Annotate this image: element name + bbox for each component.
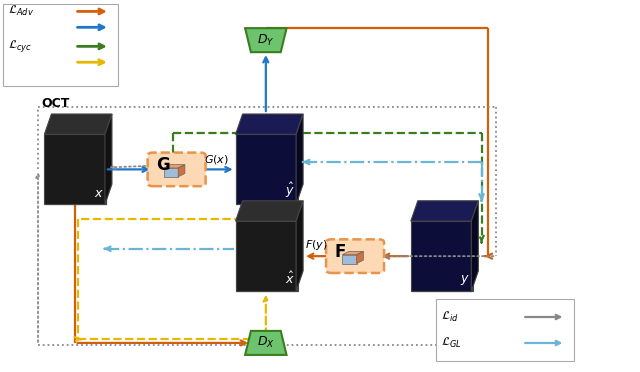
Text: G: G [156,156,170,174]
FancyBboxPatch shape [412,221,473,291]
Text: $x$: $x$ [94,187,104,200]
Text: $G(x)$: $G(x)$ [204,153,228,166]
Text: $F(y)$: $F(y)$ [305,238,328,253]
Polygon shape [178,164,185,177]
FancyBboxPatch shape [148,153,205,186]
Polygon shape [236,201,303,221]
FancyBboxPatch shape [164,168,178,177]
Polygon shape [296,114,303,205]
Polygon shape [342,251,364,255]
FancyBboxPatch shape [46,134,106,205]
Polygon shape [411,201,478,221]
Text: F: F [334,243,346,261]
Text: $y$: $y$ [460,273,470,287]
FancyBboxPatch shape [3,4,118,86]
Polygon shape [356,251,364,263]
Polygon shape [296,201,303,291]
Text: $\mathcal{L}_{cyc}$: $\mathcal{L}_{cyc}$ [8,38,32,54]
Polygon shape [245,28,287,52]
Text: Confocal: Confocal [451,302,512,315]
FancyBboxPatch shape [236,221,296,291]
Polygon shape [105,114,112,205]
Text: $\mathcal{L}_{GL}$: $\mathcal{L}_{GL}$ [441,336,462,350]
FancyBboxPatch shape [236,134,297,205]
FancyBboxPatch shape [45,134,106,205]
Polygon shape [245,331,287,355]
Text: $D_{X}$: $D_{X}$ [257,336,275,350]
FancyBboxPatch shape [342,255,356,263]
Polygon shape [164,164,185,168]
Polygon shape [236,114,303,134]
FancyBboxPatch shape [44,134,105,205]
Text: $\hat{x}$: $\hat{x}$ [285,271,295,287]
FancyBboxPatch shape [326,239,384,273]
FancyBboxPatch shape [236,134,296,205]
Text: $\hat{y}$: $\hat{y}$ [285,181,295,200]
FancyBboxPatch shape [411,221,471,291]
Text: $\mathcal{L}_{id}$: $\mathcal{L}_{id}$ [441,310,459,324]
FancyBboxPatch shape [237,134,298,205]
FancyBboxPatch shape [412,221,472,291]
Text: $D_{Y}$: $D_{Y}$ [257,33,275,48]
FancyBboxPatch shape [236,221,297,291]
Text: $\mathcal{L}_{Adv}$: $\mathcal{L}_{Adv}$ [8,4,34,19]
FancyBboxPatch shape [436,299,573,360]
FancyBboxPatch shape [237,221,298,291]
Polygon shape [471,201,478,291]
Polygon shape [44,114,112,134]
Text: OCT: OCT [41,97,70,110]
